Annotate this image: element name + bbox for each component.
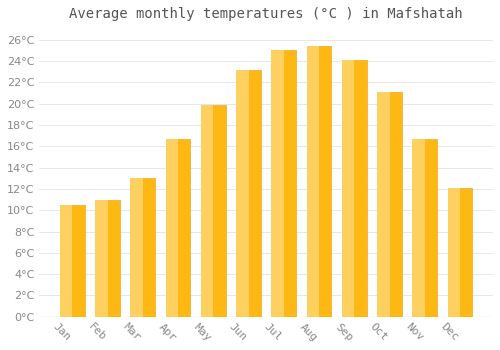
Bar	[130, 178, 143, 317]
Bar	[412, 139, 425, 317]
Bar	[412, 139, 437, 317]
Bar	[272, 50, 284, 317]
Bar	[377, 92, 390, 317]
Bar	[95, 199, 108, 317]
Bar	[377, 92, 402, 317]
Bar	[448, 188, 472, 317]
Bar	[60, 205, 72, 317]
Title: Average monthly temperatures (°C ) in Mafshatah: Average monthly temperatures (°C ) in Ma…	[70, 7, 463, 21]
Bar	[306, 46, 332, 317]
Bar	[236, 70, 248, 317]
Bar	[201, 105, 213, 317]
Bar	[130, 178, 155, 317]
Bar	[95, 199, 120, 317]
Bar	[166, 139, 178, 317]
Bar	[306, 46, 319, 317]
Bar	[342, 60, 354, 317]
Bar	[60, 205, 84, 317]
Bar	[236, 70, 261, 317]
Bar	[201, 105, 226, 317]
Bar	[272, 50, 296, 317]
Bar	[342, 60, 366, 317]
Bar	[166, 139, 190, 317]
Bar	[448, 188, 460, 317]
